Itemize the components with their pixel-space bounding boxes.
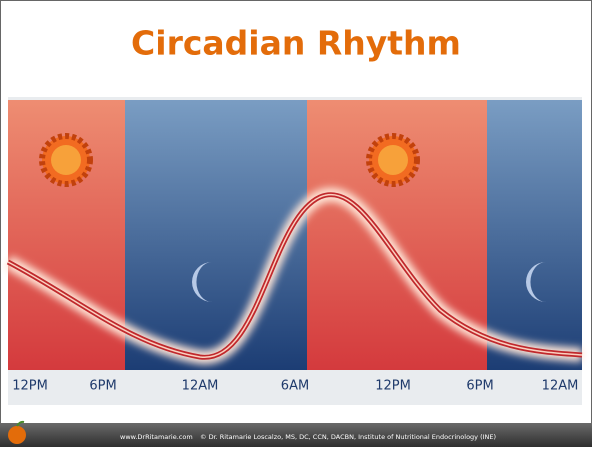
time-label: 12AM	[182, 379, 219, 394]
moon-icon	[526, 262, 546, 302]
slide-title: Circadian Rhythm	[131, 24, 461, 63]
footer-website: www.DrRitamarie.com	[120, 433, 193, 441]
footer-copyright: © Dr. Ritamarie Loscalzo, MS, DC, CCN, D…	[200, 433, 496, 441]
night-band	[487, 100, 582, 370]
footer-bar	[0, 423, 592, 447]
rhythm-highlight	[7, 194, 583, 358]
sun-icon	[39, 133, 93, 187]
time-label: 12PM	[12, 379, 48, 394]
time-label: 6PM	[466, 379, 493, 394]
time-label: 12PM	[375, 379, 411, 394]
apple-icon	[8, 420, 26, 444]
time-label: 12AM	[542, 379, 579, 394]
time-label: 6PM	[89, 379, 116, 394]
moon-icon	[192, 262, 212, 302]
sun-icon	[366, 133, 420, 187]
time-label: 6AM	[281, 379, 309, 394]
night-band	[125, 100, 307, 370]
illustration: 12PM 6PM 12AM 6AM 12PM 6PM 12AM	[4, 97, 583, 405]
